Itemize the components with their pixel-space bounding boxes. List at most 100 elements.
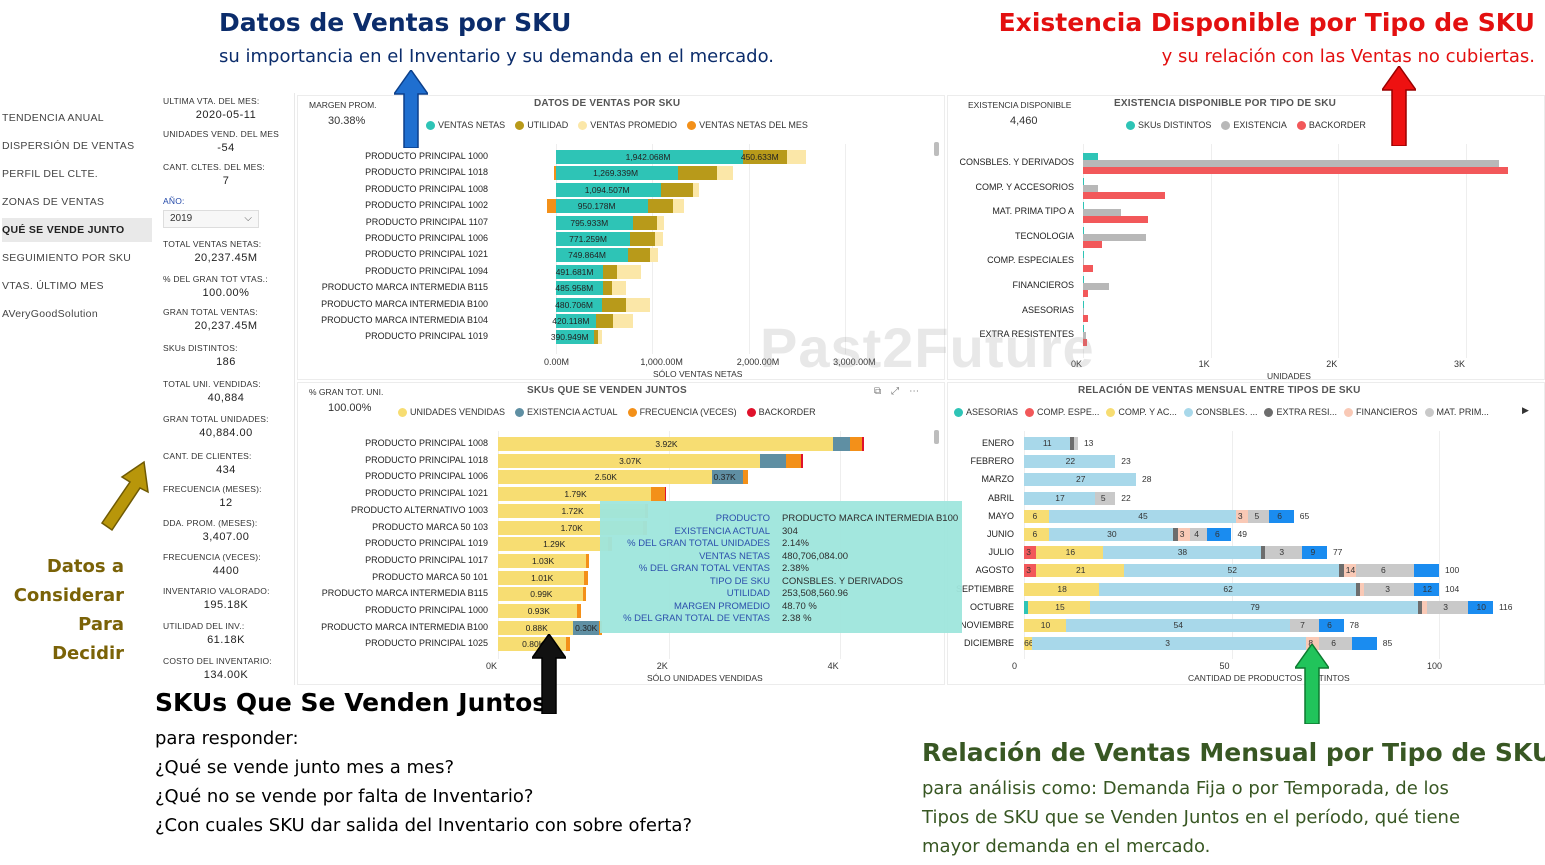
category-label: EXTRA RESISTENTES [979,329,1074,340]
pct-label: % GRAN TOT. UNI. [309,387,384,397]
bar-segment [626,297,651,312]
bar-segment [1190,528,1207,541]
kpi-value: 4400 [212,565,240,577]
bar-value-label: 1,269.339M [593,168,639,179]
bar-segment [1094,491,1116,505]
legend-label: VENTAS NETAS DEL MES [699,120,808,130]
bar-value-label: 0.80K [522,639,545,650]
bar-segment [1024,491,1095,505]
bar-segment [593,330,598,345]
category-label: PRODUCTO PRINCIPAL 1008 [365,183,488,194]
kpi-value: 195.18K [203,599,249,611]
kpi-skus: SKUs DISTINTOS: 186 [163,343,293,368]
category-label: DICIEMBRE [963,638,1014,649]
bar-value-label: 15 [1055,601,1065,612]
kpi-value: 7 [222,175,230,187]
grid-line [1231,431,1233,659]
category-label: COMP. ESPECIALES [987,255,1074,266]
panel-title: EXISTENCIA DISPONIBLE POR TIPO DE SKU [1114,98,1337,109]
grid-line [1024,431,1025,659]
panel-toolbar: ⧉ ⤢ ⋯ [874,386,919,397]
bar-segment [1024,528,1049,541]
year-dropdown[interactable]: 2019 ⌵ [163,210,259,228]
scrollbar[interactable] [934,142,939,156]
category-label: PRODUCTO MARCA INTERMEDIA B115 [321,282,488,293]
stock-by-type-panel: EXISTENCIA DISPONIBLE POR TIPO DE SKU EX… [947,95,1545,380]
bar-segment [1083,167,1509,174]
tooltip-value: 2.38 % [782,613,812,624]
legend-label: CONSBLES. ... [1195,407,1258,417]
kpi-value: 100.00% [202,287,250,299]
bar-segment [577,604,581,618]
kpi-label: UTILIDAD DEL INV.: [163,621,245,631]
focus-mode-icon[interactable]: ⤢ [891,386,900,397]
bar-segment [1024,637,1033,651]
kpi-gran-total: GRAN TOTAL VENTAS: 20,237.45M [163,307,293,332]
legend-item: VENTAS NETAS DEL MES [687,120,808,130]
legend-item: CONSBLES. ... [1183,407,1258,417]
more-options-icon[interactable]: ⋯ [909,386,920,397]
kpi-pct-gran: % DEL GRAN TOT VTAS.: 100.00% [163,274,293,299]
grid-line [748,144,750,354]
x-axis-title: SÓLO VENTAS NETAS [653,369,743,379]
nav-dispersion-ventas[interactable]: DISPERSIÓN DE VENTAS [2,140,135,152]
nav-zonas-ventas[interactable]: ZONAS DE VENTAS [2,196,105,208]
category-label: FINANCIEROS [1012,280,1074,290]
bar-segment [584,570,588,585]
bar-value-label: 3 [1026,565,1031,576]
legend-swatch [398,407,407,417]
kpi-label: INVENTARIO VALORADO: [163,586,270,596]
copy-icon[interactable]: ⧉ [874,386,882,397]
monthly-sales-relation-panel: RELACIÓN DE VENTAS MENSUAL ENTRE TIPOS D… [947,382,1545,685]
category-label: AGOSTO [975,565,1014,576]
bar-value-label: 6 [1327,620,1332,630]
category-label: PRODUCTO PRINCIPAL 1025 [365,638,488,649]
legend-item: EXISTENCIA ACTUAL [515,407,618,417]
nav-perfil-clte[interactable]: PERFIL DEL CLTE. [2,168,99,180]
x-axis-title: CANTIDAD DE PRODUCTOS DISTINTOS [1188,673,1350,683]
nav-vtas-ultimo-mes[interactable]: VTAS. ÚLTIMO MES [2,280,104,292]
bar-segment [743,150,787,164]
legend-item: MAT. PRIM... [1424,407,1489,417]
legend-label: COMP. ESPE... [1037,407,1100,417]
bar-segment [498,537,609,552]
bar-segment [1173,528,1178,541]
legend-item: UNIDADES VENDIDAS [398,407,505,417]
bar-value-label: 1.70K [560,522,583,533]
kpi-unidades-mes: UNIDADES VEND. DEL MES -54 [163,129,293,154]
kpi-value: 3,407.00 [202,531,250,543]
nav-avgs[interactable]: AVeryGoodSolution [2,308,98,320]
kpi-value: 40,884 [207,392,245,404]
kpi-label: ULTIMA VTA. DEL MES: [163,96,260,106]
category-label: ABRIL [987,492,1014,503]
legend-label: EXISTENCIA ACTUAL [527,407,618,417]
legend-label: VENTAS PROMEDIO [590,120,678,130]
legend-item: VENTAS PROMEDIO [578,120,677,130]
bar-value-label: 491.681M [555,266,594,277]
kpi-label: TOTAL UNI. VENDIDAS: [163,379,261,389]
bar-segment [1024,600,1029,614]
bar-segment [678,166,717,181]
decide-line-3: Para [78,614,124,635]
bar-segment [1036,546,1103,560]
bar-segment [612,281,626,296]
nav-seguimiento-sku[interactable]: SEGUIMIENTO POR SKU [2,252,132,264]
tooltip-value: PRODUCTO MARCA INTERMEDIA B100 [782,513,959,524]
bar-value-label: 3.07K [619,455,642,466]
tooltip-key: % DEL GRAN TOTAL UNIDADES [627,538,770,549]
kpi-total-uni: TOTAL UNI. VENDIDAS: 40,884 [163,379,293,404]
nav-tendencia-anual[interactable]: TENDENCIA ANUAL [2,112,104,124]
bar-segment [664,487,667,502]
legend-swatch [1126,120,1135,130]
bar-segment [498,620,574,635]
nav-que-se-vende-junto[interactable]: QUÉ SE VENDE JUNTO [2,218,152,242]
legend-next-icon[interactable]: ▶ [1522,405,1529,415]
bar-total-label: 85 [1382,638,1393,649]
kpi-ultima-vta: ULTIMA VTA. DEL MES: 2020-05-11 [163,96,293,121]
legend-label: EXISTENCIA [1233,120,1287,130]
legend-label: UNIDADES VENDIDAS [410,407,506,417]
bar-value-label: 6 [1032,529,1038,539]
scrollbar[interactable] [934,430,939,444]
kpi-total-ventas: TOTAL VENTAS NETAS: 20,237.45M [163,239,293,264]
tooltip-key: TIPO DE SKU [709,575,770,587]
